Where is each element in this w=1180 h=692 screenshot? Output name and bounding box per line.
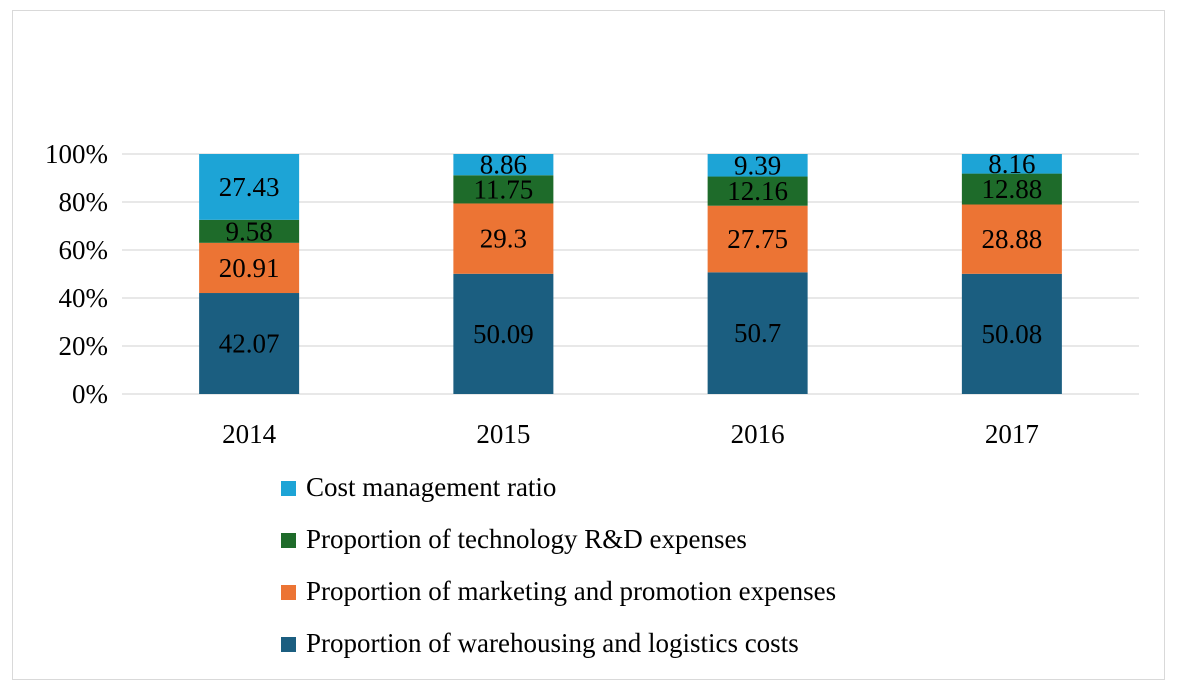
data-label: 50.7: [734, 318, 781, 348]
legend: Cost management ratio Proportion of techn…: [281, 472, 836, 658]
bar-segment: [707, 272, 808, 394]
x-tick-label: 2017: [985, 419, 1039, 449]
legend-label: Cost management ratio: [306, 472, 556, 502]
bar-segment: [453, 203, 554, 274]
data-label: 28.88: [982, 224, 1043, 254]
legend-label: Proportion of technology R&D expenses: [306, 524, 747, 554]
data-label: 12.88: [982, 174, 1043, 204]
bar-segment: [961, 173, 1062, 205]
bar-segment: [199, 293, 300, 394]
data-label: 9.39: [734, 150, 781, 180]
x-axis: 2014 2015 2016 2017: [222, 419, 1039, 449]
bar-segment: [961, 204, 1062, 274]
bar-segment: [199, 242, 300, 294]
data-label: 8.86: [480, 150, 527, 180]
data-label: 12.16: [727, 176, 788, 206]
chart-frame: 42.07 20.91 9.58 27.43 50.09 29.3 11.75 8.86 50.…: [12, 10, 1165, 680]
bar-segment: [707, 154, 808, 177]
data-label: 27.43: [219, 172, 280, 202]
y-tick-label: 40%: [59, 283, 109, 313]
legend-swatch: [281, 585, 296, 600]
data-label: 9.58: [226, 216, 273, 246]
x-tick-label: 2016: [731, 419, 785, 449]
data-labels: 42.07 20.91 9.58 27.43 50.09 29.3 11.758.86 50.…: [219, 149, 1043, 359]
data-label: 50.09: [473, 319, 534, 349]
data-label: 29.3: [480, 224, 527, 254]
bar-segment: [707, 205, 808, 273]
data-label: 11.75: [474, 174, 534, 204]
y-tick-label: 100%: [45, 139, 108, 169]
bar-segment: [961, 273, 1062, 394]
y-tick-label: 60%: [59, 235, 109, 265]
y-tick-label: 20%: [59, 331, 109, 361]
bars: [199, 154, 1062, 394]
bar-segment: [961, 154, 1062, 174]
bar-segment: [453, 175, 554, 204]
data-label: 8.16: [988, 149, 1035, 179]
data-label: 42.07: [219, 329, 280, 359]
y-tick-label: 80%: [59, 187, 109, 217]
bar-segment: [199, 154, 300, 220]
legend-swatch: [281, 637, 296, 652]
bar-segment: [453, 154, 554, 176]
data-label: 27.75: [727, 224, 788, 254]
stacked-bar-chart: 42.07 20.91 9.58 27.43 50.09 29.3 11.758.86 50.…: [45, 139, 1139, 658]
legend-swatch: [281, 481, 296, 496]
data-label: 50.08: [982, 319, 1043, 349]
legend-item: Proportion of warehousing and logistics …: [281, 628, 799, 658]
y-axis: 0% 20% 40% 60% 80% 100%: [45, 139, 108, 409]
legend-item: Proportion of technology R&D expenses: [281, 524, 747, 554]
legend-item: Cost management ratio: [281, 472, 556, 502]
y-tick-label: 0%: [72, 379, 108, 409]
bar-segment: [453, 273, 554, 394]
legend-swatch: [281, 533, 296, 548]
legend-label: Proportion of marketing and promotion ex…: [306, 576, 836, 606]
data-label: 20.91: [219, 253, 280, 283]
x-tick-label: 2014: [222, 419, 277, 449]
legend-item: Proportion of marketing and promotion ex…: [281, 576, 836, 606]
bar-segment: [707, 176, 808, 206]
legend-label: Proportion of warehousing and logistics …: [306, 628, 799, 658]
x-tick-label: 2015: [476, 419, 530, 449]
bar-segment: [199, 219, 300, 243]
